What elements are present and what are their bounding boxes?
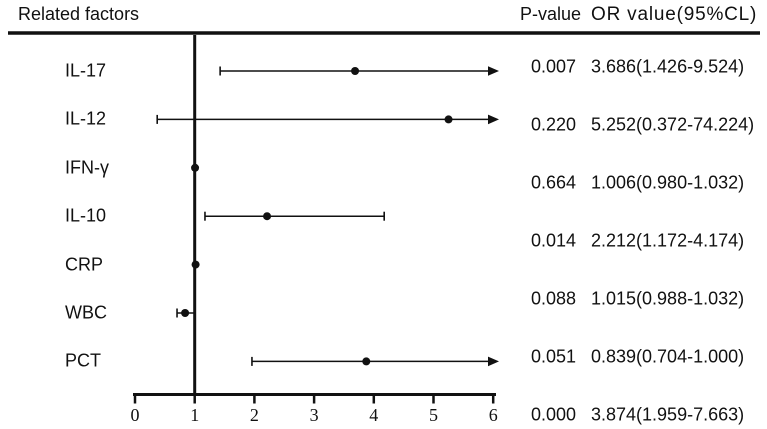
p-value-cell: 0.088 (530, 288, 576, 309)
p-value-cell: 0.051 (530, 346, 576, 367)
or-point-marker (444, 115, 453, 124)
or-point-marker (191, 260, 200, 269)
x-axis-tick-label: 2 (250, 405, 259, 425)
ci-arrowhead (488, 114, 499, 125)
x-axis-tick-label: 6 (489, 405, 498, 425)
p-value-cell: 0.000 (530, 404, 576, 425)
x-axis-tick-label: 1 (190, 405, 199, 425)
related-factors-header: Related factors (18, 4, 140, 24)
factor-label: PCT (65, 350, 101, 371)
factor-label: CRP (65, 254, 104, 275)
p-value-cell: 0.664 (530, 172, 576, 193)
or-point-marker (191, 163, 200, 172)
ci-arrowhead (488, 66, 499, 76)
or-point-marker (263, 212, 272, 221)
factor-label: IL-17 (65, 60, 107, 81)
or-value-header: OR value(95%CL) (591, 4, 758, 25)
or-value-cell: 1.015(0.988-1.032) (591, 288, 745, 309)
x-axis-tick-label: 4 (369, 405, 378, 425)
or-point-marker (362, 357, 371, 366)
x-axis-tick-label: 5 (429, 405, 438, 425)
or-point-marker (181, 309, 190, 317)
or-value-cell: 3.686(1.426-9.524) (591, 56, 745, 77)
p-value-header: P-value (520, 4, 582, 24)
x-axis-tick-label: 0 (131, 405, 140, 425)
factor-label: IFN-γ (65, 157, 109, 178)
factor-label: WBC (65, 302, 107, 323)
or-value-cell: 2.212(1.172-4.174) (591, 230, 745, 251)
factor-label: IL-10 (65, 205, 107, 226)
p-value-cell: 0.220 (530, 114, 576, 135)
ci-arrowhead (488, 356, 499, 367)
or-value-cell: 1.006(0.980-1.032) (591, 172, 745, 193)
x-axis-tick-label: 3 (310, 405, 319, 425)
or-value-cell: 3.874(1.959-7.663) (591, 404, 745, 425)
or-value-cell: 5.252(0.372-74.224) (591, 114, 755, 135)
factor-label: IL-12 (65, 108, 107, 129)
p-value-cell: 0.007 (530, 56, 576, 77)
or-point-marker (351, 67, 360, 75)
p-value-cell: 0.014 (530, 230, 576, 251)
or-value-cell: 0.839(0.704-1.000) (591, 346, 745, 367)
